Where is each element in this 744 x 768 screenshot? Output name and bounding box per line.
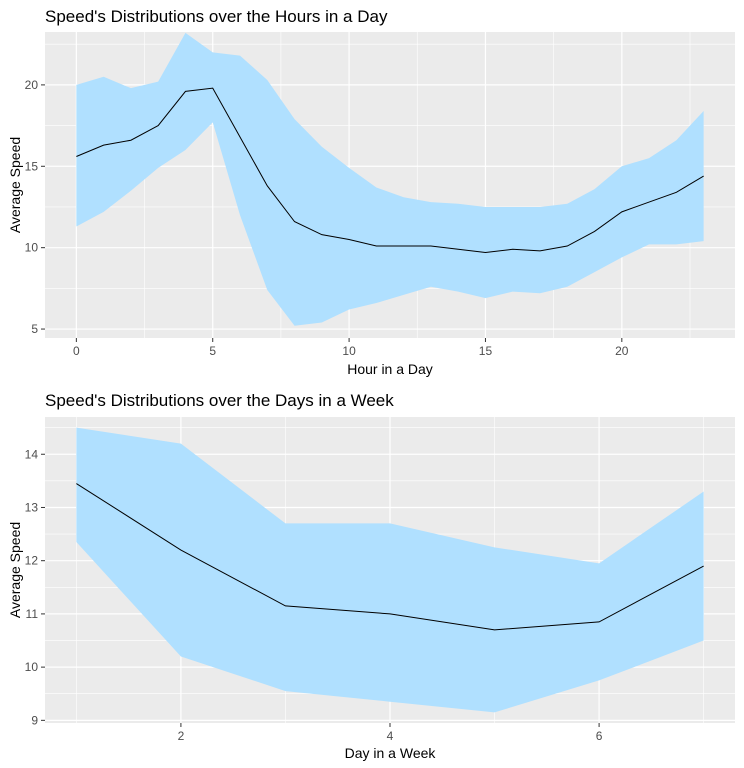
y-axis-title: Average Speed — [7, 137, 23, 233]
x-tick-label: 15 — [479, 344, 493, 358]
x-tick-label: 20 — [615, 344, 629, 358]
x-tick-label: 5 — [209, 344, 216, 358]
confidence-band — [76, 32, 704, 326]
y-tick-label: 13 — [25, 500, 39, 514]
x-tick-label: 10 — [342, 344, 356, 358]
mean-line — [76, 483, 704, 631]
y-tick-label: 20 — [25, 78, 39, 92]
y-tick-label: 11 — [26, 607, 39, 621]
x-axis-title: Hour in a Day — [347, 361, 433, 377]
y-tick-label: 14 — [25, 447, 39, 461]
confidence-band — [76, 427, 704, 713]
chart-title: Speed's Distributions over the Hours in … — [45, 7, 388, 26]
x-tick-label: 6 — [596, 729, 603, 743]
y-tick-label: 12 — [25, 554, 39, 568]
y-tick-label: 15 — [25, 159, 39, 173]
chart-title: Speed's Distributions over the Days in a… — [45, 391, 394, 410]
y-tick-label: 10 — [25, 660, 39, 674]
y-axis-title: Average Speed — [7, 522, 23, 618]
x-axis-title: Day in a Week — [345, 745, 437, 761]
y-tick-label: 5 — [31, 322, 38, 336]
x-tick-label: 0 — [73, 344, 80, 358]
x-tick-label: 4 — [387, 729, 394, 743]
y-tick-label: 9 — [31, 713, 38, 727]
y-tick-label: 10 — [25, 241, 39, 255]
x-tick-label: 2 — [178, 729, 185, 743]
chart-1: 0 5 10 15 20 5 10 15 20 Speed's Distributions ove… — [7, 7, 735, 377]
mean-line — [76, 87, 704, 254]
chart-2: 2 4 6 9 10 11 12 13 14 Speed's Distributions over… — [7, 391, 735, 761]
